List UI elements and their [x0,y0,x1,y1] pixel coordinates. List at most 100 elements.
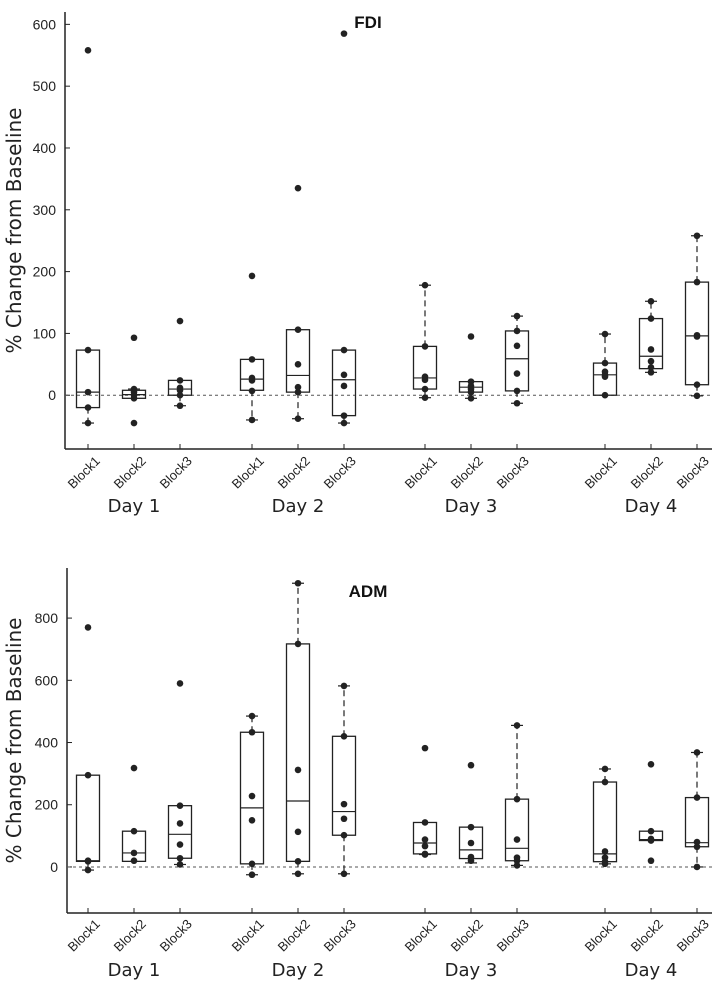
x-tick-label: Block1 [582,916,620,954]
chart-title: FDI [354,13,381,32]
data-point [421,744,429,752]
data-point [421,343,429,350]
data-point [421,842,429,850]
data-point [513,399,521,407]
x-tick-label: Block2 [628,453,666,491]
data-point [513,327,521,335]
data-point [693,843,701,851]
data-point [340,412,348,419]
box-day4-block1: Block1 [582,330,620,492]
x-tick-label: Block3 [494,453,532,491]
data-point [84,866,92,874]
data-point [176,386,184,394]
day-group-label: Day 1 [108,960,161,981]
box-day1-block2: Block2 [111,334,149,492]
data-point [513,370,521,377]
data-point [294,828,302,836]
data-point [647,837,655,844]
data-point [248,860,256,868]
data-point [84,388,92,396]
x-tick-label: Block2 [275,916,313,954]
y-axis-label: % Change from Baseline [2,618,26,864]
data-point [693,794,701,801]
day-group-label: Day 2 [272,496,325,517]
box-day1-block1: Block1 [65,624,103,955]
data-point [294,766,302,774]
x-tick-label: Block2 [111,916,149,954]
data-point [421,376,429,384]
data-point [421,851,429,858]
data-point [693,392,701,400]
x-tick-label: Block3 [674,453,712,491]
data-point [294,184,302,192]
data-point [84,346,92,354]
x-tick-label: Block3 [157,916,195,954]
box [75,349,101,409]
box-day3-block1: Block1 [402,281,440,492]
box [504,798,530,862]
data-point [467,333,475,340]
data-point [647,760,655,768]
data-point [647,827,655,835]
box-day2-block2: Block2 [275,579,313,955]
box [504,330,530,392]
y-tick-label: 600 [35,672,59,688]
box [167,805,193,859]
data-point [294,326,302,334]
x-tick-label: Block2 [448,453,486,491]
data-point [513,387,521,395]
x-tick-label: Block3 [674,916,712,954]
data-point [176,391,184,399]
data-point [84,771,92,779]
x-tick-label: Block1 [582,453,620,491]
data-point [248,871,256,879]
y-tick-label: 500 [33,78,57,94]
data-point [294,383,302,391]
data-point [340,346,348,354]
data-point [84,858,92,865]
day-group-label: Day 2 [272,960,325,981]
data-point [294,388,302,396]
day-group-label: Day 3 [445,496,498,517]
data-point [294,361,302,368]
day-group-label: Day 4 [625,496,678,517]
data-point [130,857,138,865]
data-point [467,761,475,769]
data-point [647,297,655,305]
data-point [340,815,348,823]
chart-title: ADM [349,582,388,601]
y-tick-label: 400 [35,735,59,751]
data-point [513,342,521,350]
x-tick-label: Block3 [321,453,359,491]
data-point [693,863,701,871]
data-point [513,722,521,729]
data-point [340,733,348,740]
x-tick-label: Block2 [275,453,313,491]
data-point [130,334,138,342]
data-point [340,800,348,808]
data-point [467,395,475,402]
data-point [601,391,609,399]
data-point [467,823,475,831]
data-point [693,232,701,240]
box-day3-block1: Block1 [402,744,440,955]
y-tick-label: 800 [35,610,59,626]
data-point [693,749,701,756]
x-tick-label: Block2 [111,453,149,491]
y-tick-label: 400 [33,140,57,156]
data-point [693,278,701,286]
data-point [340,831,348,839]
data-point [248,816,256,824]
box-day3-block2: Block2 [448,333,486,492]
day-group-label: Day 3 [445,960,498,981]
x-tick-label: Block3 [157,453,195,491]
data-point [340,382,348,390]
data-point [601,848,609,855]
y-tick-label: 0 [50,859,58,875]
box-day4-block2: Block2 [628,760,666,955]
data-point [130,395,138,402]
data-point [176,317,184,325]
data-point [693,838,701,846]
data-point [513,836,521,843]
